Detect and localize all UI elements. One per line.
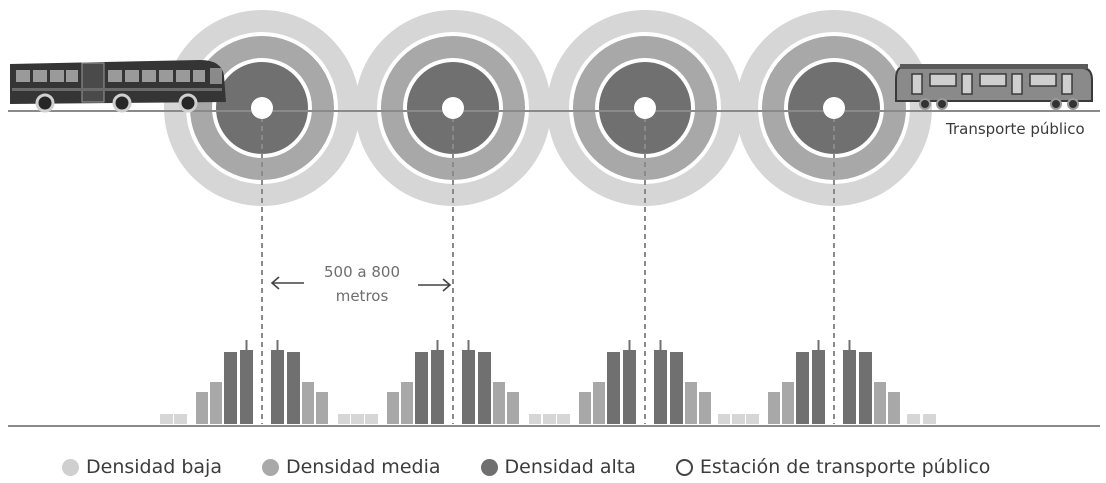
building-spire: [467, 340, 470, 350]
building: [507, 392, 519, 424]
building: [843, 350, 856, 424]
building: [287, 352, 300, 424]
building: [888, 392, 900, 424]
low-density-swatch: [62, 458, 79, 476]
building: [366, 414, 378, 424]
building: [493, 382, 505, 424]
building: [607, 352, 620, 424]
station-swatch: [675, 458, 693, 476]
building: [431, 350, 444, 424]
building: [732, 414, 744, 424]
building: [796, 352, 809, 424]
building-spire: [436, 340, 439, 350]
distance-annotation: 500 a 800 metros: [270, 263, 452, 305]
legend-item-station: Estación de transporte público: [675, 456, 991, 478]
building-spire: [848, 340, 851, 350]
legend-label: Densidad media: [285, 456, 441, 478]
building: [654, 350, 667, 424]
building: [478, 352, 491, 424]
legend-label: Estación de transporte público: [699, 456, 991, 478]
building-spire: [628, 340, 631, 350]
building: [768, 392, 780, 424]
legend: Densidad baja Densidad media Densidad al…: [62, 452, 990, 482]
building: [670, 352, 683, 424]
building: [699, 392, 711, 424]
building: [302, 382, 314, 424]
building: [579, 392, 591, 424]
building: [352, 414, 364, 424]
station-dot: [251, 97, 273, 119]
building: [240, 350, 253, 424]
medium-density-swatch: [261, 458, 279, 476]
building: [623, 350, 636, 424]
station-drop-lines: [261, 108, 835, 424]
building: [316, 392, 328, 424]
building: [271, 350, 284, 424]
building: [210, 382, 222, 424]
transport-label: Transporte público: [945, 120, 1085, 138]
building: [415, 352, 428, 424]
arrow-right-icon: [418, 278, 452, 292]
station-dot: [634, 97, 656, 119]
legend-item-medium-density: Densidad media: [261, 456, 441, 478]
building: [746, 414, 758, 424]
high-density-swatch: [480, 458, 498, 476]
building: [160, 414, 173, 424]
building: [338, 414, 350, 424]
building: [557, 414, 569, 424]
building: [401, 382, 413, 424]
building-spire: [659, 340, 662, 350]
distance-label-line1: 500 a 800: [324, 263, 400, 281]
articulated-bus-icon: [10, 60, 226, 113]
building: [907, 414, 920, 424]
building: [782, 382, 794, 424]
train-car-icon: [895, 64, 1093, 110]
legend-item-high-density: Densidad alta: [480, 456, 636, 478]
building: [593, 382, 605, 424]
building: [387, 392, 399, 424]
legend-item-low-density: Densidad baja: [62, 456, 222, 478]
station-rings: [164, 10, 932, 206]
building: [462, 350, 475, 424]
building: [923, 414, 936, 424]
distance-label-line2: metros: [336, 287, 389, 305]
legend-label: Densidad baja: [86, 456, 222, 478]
building: [174, 414, 187, 424]
stations: [251, 97, 845, 119]
station-dot: [823, 97, 845, 119]
building-spire: [245, 340, 248, 350]
building: [224, 352, 237, 424]
building: [543, 414, 555, 424]
building: [196, 392, 208, 424]
legend-label: Densidad alta: [504, 456, 636, 478]
building: [529, 414, 541, 424]
building-spire: [817, 340, 820, 350]
building: [874, 382, 886, 424]
building-spire: [276, 340, 279, 350]
building: [812, 350, 825, 424]
tod-diagram: Transporte público 500 a 800 metros: [8, 10, 1100, 427]
buildings: [160, 340, 936, 424]
building: [859, 352, 872, 424]
building: [718, 414, 730, 424]
station-dot: [442, 97, 464, 119]
building: [685, 382, 697, 424]
arrow-left-icon: [270, 276, 304, 290]
